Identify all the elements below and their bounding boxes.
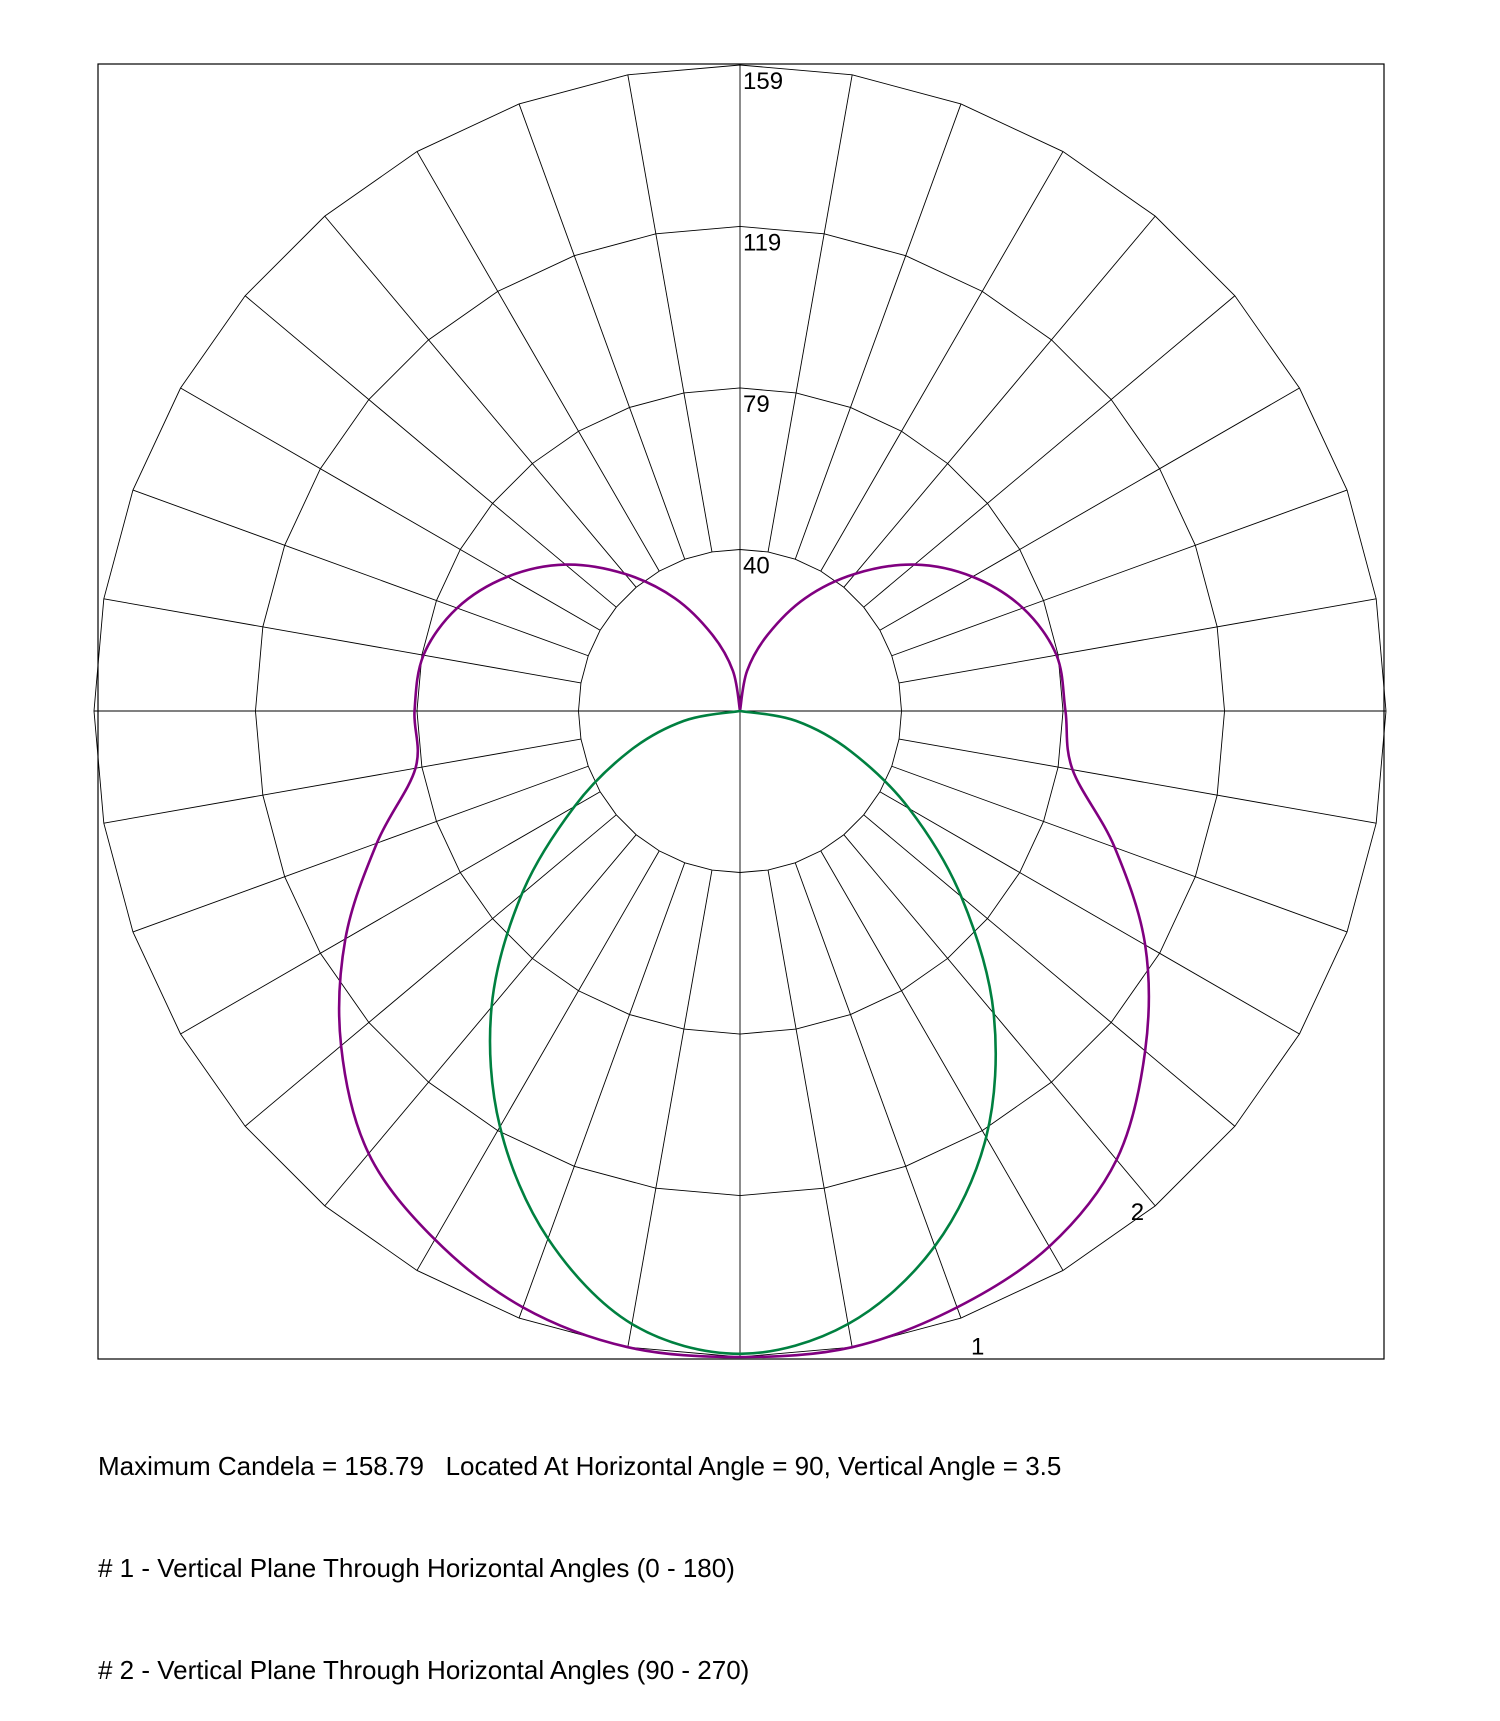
angular-grid-line	[416, 151, 660, 572]
radial-tick-label: 119	[743, 229, 781, 256]
angular-grid-line	[180, 791, 601, 1035]
radial-tick-label: 40	[743, 552, 770, 579]
angular-grid-line	[820, 151, 1064, 572]
radial-grid-ring	[416, 387, 1064, 1035]
angular-grid-line	[416, 850, 660, 1271]
series-label-1: 1	[971, 1334, 984, 1361]
series-curve-1	[337, 563, 1151, 1359]
angular-grid-line	[794, 862, 962, 1319]
angular-grid-line	[843, 215, 1156, 588]
angular-grid-line	[879, 387, 1300, 631]
angular-grid-line	[518, 862, 686, 1319]
series-label-2: 2	[1131, 1199, 1144, 1226]
angular-grid-line	[843, 834, 1156, 1207]
plot-frame	[97, 63, 1385, 1360]
angular-grid-line	[132, 765, 589, 933]
angular-grid-line	[863, 814, 1236, 1127]
angular-grid-line	[324, 215, 637, 588]
angular-grid-line	[324, 834, 637, 1207]
angular-grid-line	[627, 74, 713, 553]
angular-grid-line	[891, 765, 1348, 933]
caption-series-2: # 2 - Vertical Plane Through Horizontal …	[98, 1655, 750, 1685]
series-curve-2	[488, 709, 998, 1356]
angular-grid-line	[518, 103, 686, 560]
series-labels: 12	[971, 1199, 1144, 1360]
angular-grid-line	[898, 738, 1377, 824]
angular-grid-line	[103, 738, 582, 824]
radial-tick-label: 159	[743, 68, 783, 95]
angular-grid-line	[132, 489, 589, 657]
caption-max-candela: Maximum Candela = 158.79 Located At Hori…	[98, 1451, 1062, 1481]
caption-series-1: # 1 - Vertical Plane Through Horizontal …	[98, 1553, 735, 1583]
angular-grid-line	[898, 598, 1377, 684]
radial-grid-ring	[578, 549, 902, 873]
angular-grid-line	[879, 791, 1300, 1035]
angular-grid-line	[820, 850, 1064, 1271]
radial-tick-label: 79	[743, 391, 770, 418]
polar-grid	[93, 64, 1387, 1358]
angular-grid-line	[794, 103, 962, 560]
angular-grid-line	[244, 295, 617, 608]
angular-grid-line	[891, 489, 1348, 657]
angular-grid-line	[627, 869, 713, 1348]
angular-grid-line	[244, 814, 617, 1127]
chart-caption: Maximum Candela = 158.79 Located At Hori…	[98, 1381, 1061, 1721]
angular-grid-line	[180, 387, 601, 631]
angular-grid-line	[863, 295, 1236, 608]
series-curves	[337, 563, 1151, 1359]
radial-grid-ring	[93, 64, 1387, 1358]
angular-grid-line	[767, 869, 853, 1348]
radial-grid-ring	[255, 226, 1225, 1196]
angular-grid-line	[767, 74, 853, 553]
radial-tick-labels: 40 79 119 159	[743, 68, 783, 579]
angular-grid-line	[103, 598, 582, 684]
